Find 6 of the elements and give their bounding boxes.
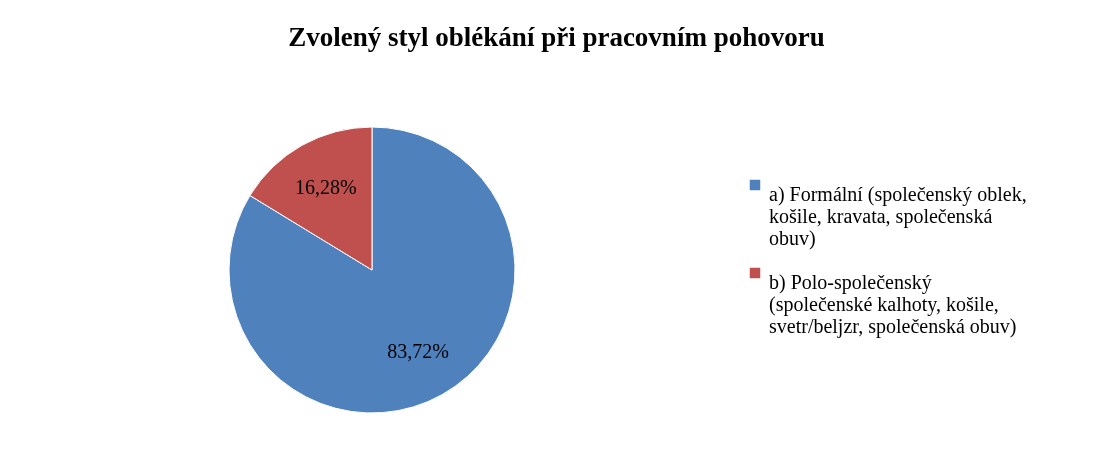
- data-label: 83,72%: [387, 340, 450, 363]
- pie-slice: [228, 126, 516, 414]
- chart-title: Zvolený styl oblékání při pracovním pohovoru: [288, 22, 825, 52]
- legend-label: a) Formální (společenský oblek, košile, kravata, společenská obuv): [769, 183, 1027, 250]
- legend-label: b) Polo-společenský (společenské kalhoty, košile, svetr/beljzr, společenská obuv): [769, 271, 1017, 338]
- data-label: 16,28%: [294, 175, 357, 198]
